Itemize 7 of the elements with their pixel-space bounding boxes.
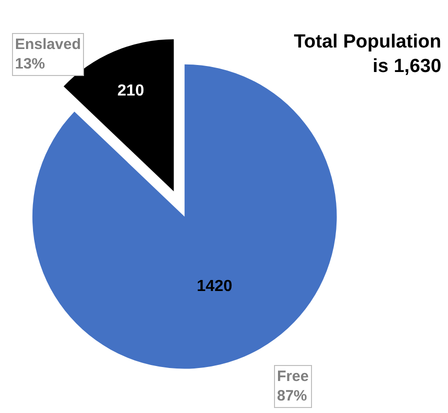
chart-title: Total Population is 1,630 bbox=[294, 31, 442, 78]
text: 87% bbox=[277, 388, 308, 404]
slice-label: Enslaved bbox=[15, 36, 81, 53]
data-label: 1420 bbox=[196, 278, 232, 296]
slice-label: Free bbox=[277, 368, 309, 385]
data-label: 210 bbox=[117, 82, 144, 100]
text: 13% bbox=[15, 56, 46, 72]
